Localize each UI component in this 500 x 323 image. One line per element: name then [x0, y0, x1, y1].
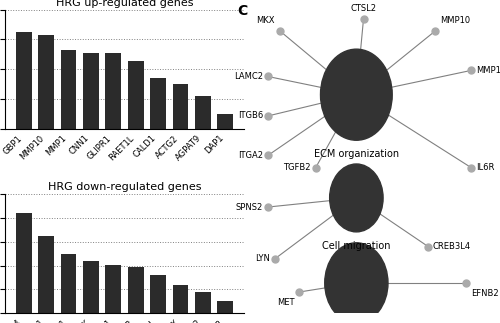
Text: MMP1: MMP1	[476, 66, 500, 75]
Bar	[60, 50, 76, 323]
Title: HRG up-regulated genes: HRG up-regulated genes	[56, 0, 194, 7]
Circle shape	[320, 49, 392, 140]
Bar	[172, 84, 188, 323]
Text: IL6R: IL6R	[476, 163, 494, 172]
Bar	[195, 96, 211, 323]
Title: HRG down-regulated genes: HRG down-regulated genes	[48, 182, 202, 192]
Text: CTSL2: CTSL2	[350, 4, 376, 13]
Circle shape	[324, 243, 388, 323]
Text: ITGB6: ITGB6	[238, 111, 263, 120]
Bar	[128, 61, 144, 323]
Bar	[106, 53, 121, 323]
Bar	[60, 254, 76, 323]
Bar	[150, 275, 166, 323]
Text: ECM organization: ECM organization	[314, 149, 399, 159]
Bar	[218, 114, 233, 323]
Bar	[172, 285, 188, 323]
Bar	[150, 78, 166, 323]
Text: MET: MET	[276, 298, 294, 307]
Bar	[106, 265, 121, 323]
Text: ITGA2: ITGA2	[238, 151, 263, 160]
Bar	[83, 261, 99, 323]
Bar	[83, 53, 99, 323]
Circle shape	[330, 164, 383, 232]
Text: Cell migration: Cell migration	[322, 241, 390, 251]
Bar	[38, 236, 54, 323]
Text: MKX: MKX	[256, 16, 275, 25]
Text: TGFB2: TGFB2	[284, 163, 311, 172]
Bar	[128, 267, 144, 323]
Bar	[195, 292, 211, 323]
Bar	[16, 32, 32, 323]
Text: EFNB2: EFNB2	[471, 289, 498, 298]
Text: CREB3L4: CREB3L4	[433, 242, 471, 251]
Text: SPNS2: SPNS2	[236, 203, 263, 212]
Bar	[218, 301, 233, 323]
Text: MMP10: MMP10	[440, 16, 470, 25]
Text: LYN: LYN	[256, 254, 270, 263]
Text: C: C	[237, 4, 247, 18]
Bar	[38, 35, 54, 323]
Bar	[16, 213, 32, 323]
Text: LAMC2: LAMC2	[234, 72, 263, 81]
